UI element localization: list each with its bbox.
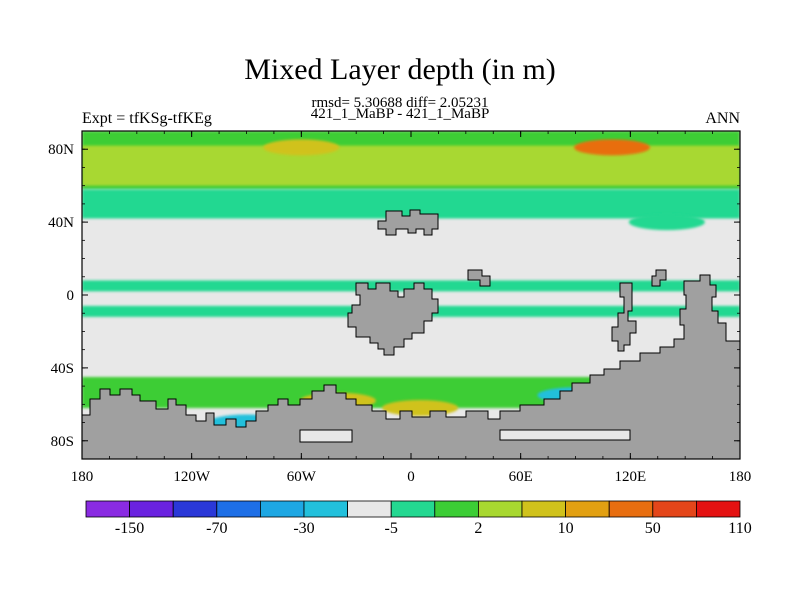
field-blob-5 [628,214,705,231]
legend-swatch-12 [608,500,654,518]
legend-label-4: 2 [474,520,482,537]
legend-label-0: -150 [115,520,144,537]
ice-shelf-1 [299,429,353,443]
x-tick-label-5: 120E [614,469,646,485]
field-blob-2 [574,139,651,156]
ice-shelf-2 [499,429,631,441]
land-africa [611,282,637,352]
field-blob-3 [263,139,340,156]
y-tick-label-1: 40N [48,215,74,231]
y-axis: 80N 40N 0 40S 80S [48,130,740,460]
map-plot-area [81,130,741,460]
legend-swatch-1 [129,500,174,518]
legend-swatch-14 [696,500,741,518]
land-island-1 [467,269,491,287]
x-tick-label-2: 60W [287,469,317,485]
runs-line: 421_1_MaBP - 421_1_MaBP [310,106,490,122]
field-blob-10 [382,399,459,416]
y-tick-label-2: 0 [67,288,75,304]
x-tick-label-1: 120W [173,469,211,485]
experiment-label: Expt = tfKSg-tfKEg [82,110,212,127]
legend-label-6: 50 [645,520,661,537]
y-tick-label-3: 40S [51,361,74,377]
x-tick-label-4: 60E [509,469,533,485]
legend-swatch-0 [85,500,130,518]
legend-label-3: -5 [385,520,398,537]
field-band-6 [82,280,740,292]
land-mask [82,209,740,459]
land-south-america [347,282,439,356]
color-legend: -150 -70 -30 -5 2 10 50 110 [85,500,752,537]
chart-title: Mixed Layer depth (in m) [244,53,556,86]
legend-swatch-10 [521,500,566,518]
legend-swatch-8 [434,500,479,518]
legend-swatch-2 [172,500,218,518]
legend-label-5: 10 [558,520,574,537]
legend-swatch-7 [390,500,436,518]
legend-label-2: -30 [293,520,314,537]
legend-swatch-3 [216,500,261,518]
legend-label-1: -70 [206,520,227,537]
legend-swatch-4 [259,500,305,518]
x-tick-label-6: 180 [729,469,752,485]
legend-swatch-5 [303,500,348,518]
land-island-2 [651,269,667,287]
x-axis: 180 120W 60W 0 60E 120E 180 [71,131,752,485]
stats-line: rmsd= 5.30688 diff= 2.05231 [311,95,489,111]
land-north-america [377,209,439,236]
legend-swatch-11 [565,500,610,518]
period-label: ANN [705,110,740,127]
legend-swatch-6 [347,500,392,518]
legend-swatch-9 [477,500,523,518]
legend-label-7: 110 [728,520,751,537]
land-australia-antarctic [82,274,740,459]
y-tick-label-4: 80S [51,434,74,450]
legend-swatch-13 [652,500,697,518]
x-tick-label-3: 0 [407,469,415,485]
x-tick-label-0: 180 [71,469,94,485]
y-tick-label-0: 80N [48,142,74,158]
